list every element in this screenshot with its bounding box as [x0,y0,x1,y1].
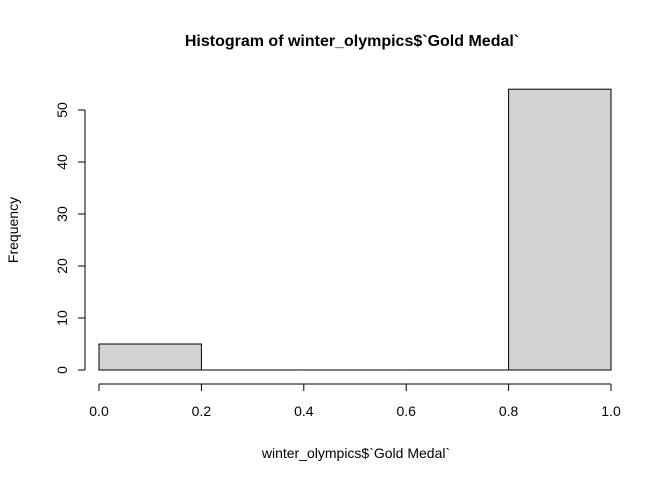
x-tick-label-0: 0.0 [89,403,109,419]
x-axis-label: winter_olympics$`Gold Medal` [261,445,450,461]
y-tick-label-4: 40 [54,154,70,170]
y-tick-label-5: 50 [54,102,70,118]
x-tick-label-5: 1.0 [601,403,621,419]
x-tick-label-3: 0.6 [396,403,416,419]
y-tick-label-3: 30 [54,206,70,222]
x-tick-label-1: 0.2 [192,403,212,419]
histogram-bar-4 [508,88,612,371]
y-tick-label-2: 20 [54,258,70,274]
y-tick-label-0: 0 [54,366,70,374]
bars-group [98,88,612,371]
y-axis: 0 10 20 30 40 50 [54,102,86,374]
y-tick-label-1: 10 [54,310,70,326]
histogram-bar-0 [98,343,202,371]
chart-title: Histogram of winter_olympics$`Gold Medal… [185,33,519,50]
x-tick-label-4: 0.8 [499,403,519,419]
x-tick-label-2: 0.4 [294,403,314,419]
x-axis: 0.0 0.2 0.4 0.6 0.8 1.0 [89,383,621,419]
y-axis-label: Frequency [5,197,21,263]
